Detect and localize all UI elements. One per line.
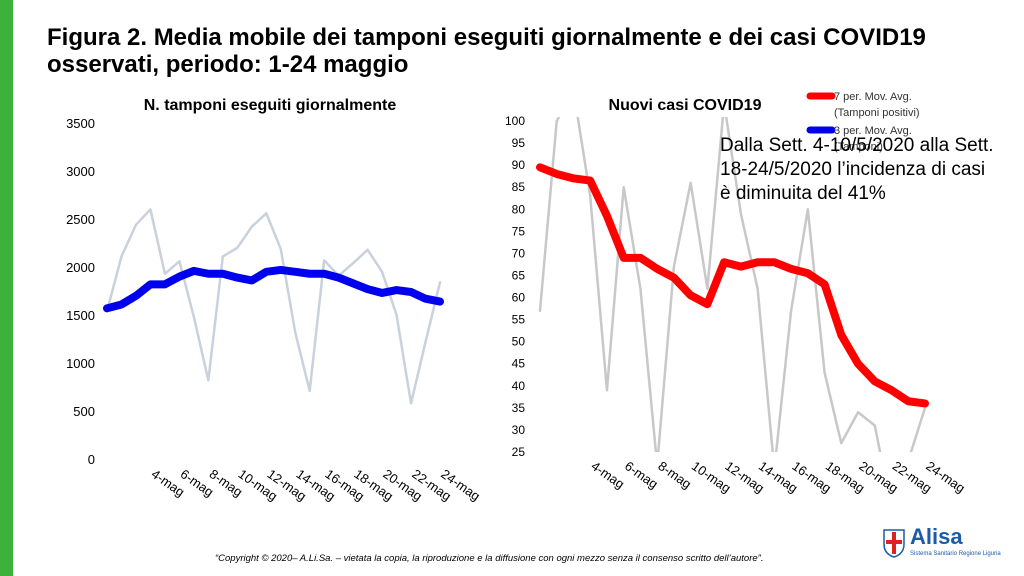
- y-tick-label: 30: [512, 423, 526, 437]
- legend-label: 3 per. Mov. Avg.: [834, 125, 912, 137]
- y-tick-label: 80: [512, 202, 526, 216]
- x-tick-label: 4-mag: [588, 458, 627, 491]
- logo-subtitle: Sistema Sanitario Regione Liguria: [910, 551, 1001, 557]
- y-tick-label: 25: [512, 445, 526, 459]
- alisa-logo: Alisa Sistema Sanitario Regione Liguria: [880, 524, 1001, 564]
- legend-sublabel: (Tamponi): [834, 141, 883, 153]
- cases-chart: Nuovi casi COVID19 25 30 35 40 45 50 55 60 65 70 75…: [480, 91, 980, 527]
- series-line-1: [538, 117, 927, 452]
- y-tick-label: 500: [73, 404, 95, 419]
- region-shield-icon: [883, 529, 905, 558]
- y-tick-label: 60: [512, 291, 526, 305]
- y-tick-label: 0: [88, 452, 95, 467]
- y-tick-label: 1000: [66, 356, 95, 371]
- x-tick-label: 24-mag: [923, 458, 968, 496]
- cases-chart-svg: Nuovi casi COVID19 25 30 35 40 45 50 55 60 65 70 75…: [505, 91, 968, 496]
- y-tick-label: 3000: [66, 164, 95, 179]
- y-tick-label: 90: [512, 158, 526, 172]
- figure-title: Figura 2. Media mobile dei tamponi esegu…: [47, 24, 926, 78]
- y-tick-label: 55: [512, 313, 526, 327]
- y-tick-label: 1500: [66, 308, 95, 323]
- y-tick-label: 65: [512, 268, 526, 282]
- y-tick-label: 3500: [66, 116, 95, 131]
- y-tick-label: 2500: [66, 212, 95, 227]
- y-tick-label: 85: [512, 180, 526, 194]
- series-line-1: [105, 208, 442, 405]
- chart-title: N. tamponi eseguiti giornalmente: [144, 97, 397, 114]
- y-tick-label: 45: [512, 357, 526, 371]
- logo-name: Alisa: [910, 524, 963, 549]
- x-tick-label: 8-mag: [655, 458, 694, 491]
- legend-sublabel: (Tamponi positivi): [834, 107, 920, 119]
- y-tick-label: 95: [512, 136, 526, 150]
- y-tick-label: 2000: [66, 260, 95, 275]
- y-tick-label: 50: [512, 335, 526, 349]
- y-tick-label: 70: [512, 246, 526, 260]
- tests-chart: N. tamponi eseguiti giornalmente 0 500 1000…: [55, 92, 483, 527]
- y-tick-label: 35: [512, 401, 526, 415]
- series-line-2: [103, 265, 444, 313]
- y-tick-label: 100: [505, 114, 525, 128]
- accent-side-bar: [0, 0, 13, 576]
- chart-title: Nuovi casi COVID19: [609, 97, 762, 114]
- tests-chart-svg: N. tamponi eseguiti giornalmente 0 500 1000…: [66, 97, 483, 504]
- y-tick-label: 40: [512, 379, 526, 393]
- legend-label: 7 per. Mov. Avg.: [834, 91, 912, 103]
- y-tick-label: 75: [512, 224, 526, 238]
- copyright-footer: “Copyright © 2020– A.Li.Sa. – vietata la…: [215, 553, 764, 564]
- series-line-2: [536, 163, 929, 408]
- x-tick-label: 6-mag: [622, 458, 661, 491]
- incidence-note: Dalla Sett. 4-10/5/2020 alla Sett. 18-24…: [720, 135, 994, 204]
